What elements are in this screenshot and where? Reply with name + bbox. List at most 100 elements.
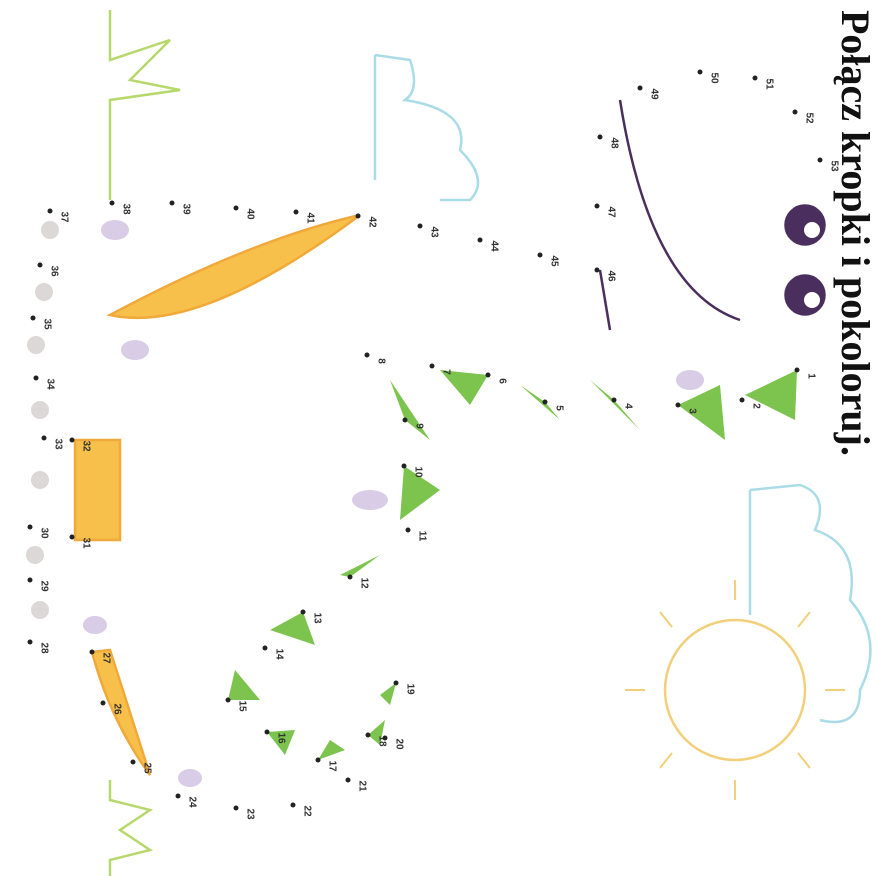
dot-number: 9 (413, 423, 424, 429)
dot (90, 650, 95, 655)
dot-number: 35 (41, 318, 52, 330)
dot (176, 794, 181, 799)
dot-number: 12 (358, 577, 369, 589)
dot-number: 47 (605, 206, 616, 218)
dot (234, 206, 239, 211)
dot (348, 575, 353, 580)
dot-number: 53 (828, 160, 839, 172)
dot-number: 16 (275, 732, 286, 744)
dot (70, 535, 75, 540)
dot-number: 7 (440, 369, 451, 375)
dot-number: 19 (404, 683, 415, 695)
dot (406, 528, 411, 533)
dot (795, 368, 800, 373)
dot (131, 760, 136, 765)
dot-number: 22 (301, 805, 312, 817)
dot (28, 578, 33, 583)
dot-number: 10 (412, 466, 423, 478)
dot-number: 45 (548, 255, 559, 267)
dot-number: 40 (244, 208, 255, 220)
dot-number: 51 (763, 78, 774, 90)
dot-number: 42 (366, 216, 377, 228)
dot-number: 50 (708, 72, 719, 84)
dot (595, 268, 600, 273)
dot-number: 41 (304, 212, 315, 224)
dot (543, 400, 548, 405)
dot-number: 43 (428, 226, 439, 238)
dot (793, 110, 798, 115)
dot-number: 46 (605, 270, 616, 282)
dot (818, 158, 823, 163)
dot (478, 238, 483, 243)
dot-number: 52 (803, 112, 814, 124)
dot-number: 48 (608, 137, 619, 149)
dot (402, 464, 407, 469)
dot-number: 30 (38, 527, 49, 539)
dot (740, 398, 745, 403)
dot-number: 29 (38, 580, 49, 592)
dot (234, 806, 239, 811)
dot (226, 698, 231, 703)
dot (48, 209, 53, 214)
dot-number: 32 (80, 440, 91, 452)
dot (595, 204, 600, 209)
dot (538, 253, 543, 258)
dot-number: 25 (141, 762, 152, 774)
dot-number: 44 (488, 240, 499, 252)
dot (430, 364, 435, 369)
dot-number: 13 (311, 612, 322, 624)
dot-number: 3 (686, 408, 697, 414)
dot (356, 214, 361, 219)
dot (698, 70, 703, 75)
dot-number: 11 (416, 531, 427, 542)
dot (366, 733, 371, 738)
dot-number: 14 (273, 648, 284, 660)
worksheet: Połącz kropki i pokoloruj. 1234567891011… (0, 0, 877, 876)
dot-number: 39 (180, 203, 191, 215)
dot (383, 736, 388, 741)
dot (676, 403, 681, 408)
dot-number: 38 (120, 203, 131, 215)
dot-number: 36 (48, 265, 59, 277)
decoration (26, 10, 870, 876)
dot (638, 86, 643, 91)
dot-number: 34 (44, 378, 55, 390)
dots: 1234567891011121314151617181920212223242… (28, 70, 840, 820)
dot-number: 6 (496, 378, 507, 384)
dot-number: 49 (648, 88, 659, 100)
dot-number: 4 (622, 403, 633, 409)
dot (753, 76, 758, 81)
dot (28, 525, 33, 530)
dot (263, 646, 268, 651)
dot (346, 778, 351, 783)
dot-number: 5 (553, 405, 564, 411)
dot (110, 201, 115, 206)
dot (301, 610, 306, 615)
dot (28, 640, 33, 645)
dot (365, 353, 370, 358)
dot-number: 17 (326, 760, 337, 772)
dot-number: 31 (80, 537, 91, 549)
dot (42, 436, 47, 441)
dot (34, 376, 39, 381)
dot-number: 15 (236, 700, 247, 712)
dot-number: 33 (52, 438, 63, 450)
dot (403, 418, 408, 423)
dot-number: 23 (244, 808, 255, 820)
dot (265, 730, 270, 735)
dot-number: 37 (58, 211, 69, 223)
dot (31, 316, 36, 321)
dot (294, 210, 299, 215)
dot (418, 224, 423, 229)
dot-number: 26 (111, 703, 122, 715)
dot (598, 135, 603, 140)
dot (101, 701, 106, 706)
dot (394, 681, 399, 686)
dot-number: 24 (186, 796, 197, 808)
title: Połącz kropki i pokoloruj. (833, 10, 877, 456)
dot-number: 1 (805, 373, 816, 379)
dot-number: 21 (356, 780, 367, 792)
dot-number: 8 (375, 358, 386, 364)
dot-number: 28 (38, 642, 49, 654)
dot (38, 263, 43, 268)
